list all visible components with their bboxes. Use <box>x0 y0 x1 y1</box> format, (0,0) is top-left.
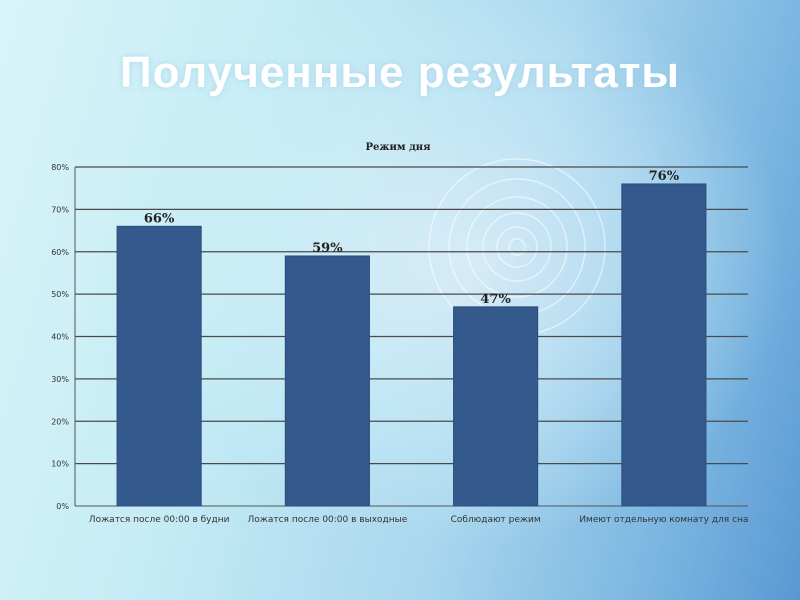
data-label: 59% <box>312 241 343 256</box>
bar <box>284 255 370 507</box>
x-axis-ticks: Ложатся после 00:00 в будни Ложатся после… <box>89 515 749 525</box>
x-tick-label: Имеют отдельную комнату для сна <box>579 515 748 525</box>
y-tick-label: 0% <box>56 502 69 511</box>
y-tick-label: 40% <box>51 333 69 342</box>
bar <box>116 225 202 507</box>
bar <box>453 306 539 507</box>
bars <box>116 183 707 507</box>
data-label: 66% <box>144 211 175 226</box>
bar <box>621 183 707 507</box>
slide-title: Полученные результаты <box>120 48 680 97</box>
y-tick-label: 70% <box>51 205 69 214</box>
y-tick-label: 10% <box>51 460 69 469</box>
background-ring <box>482 212 552 282</box>
data-label: 47% <box>480 292 511 307</box>
y-tick-label: 60% <box>51 248 69 257</box>
x-tick-label: Соблюдают режим <box>451 515 541 525</box>
x-tick-label: Ложатся после 00:00 в будни <box>89 515 230 525</box>
background-ring <box>508 238 526 256</box>
y-tick-label: 80% <box>51 163 69 172</box>
y-tick-label: 50% <box>51 290 69 299</box>
y-axis-ticks: 0% 10% 20% 30% 40% 50% 60% 70% 80% <box>51 163 69 511</box>
data-labels: 66% 59% 47% 76% <box>144 169 680 307</box>
y-tick-label: 30% <box>51 375 69 384</box>
chart-title: Режим дня <box>366 142 432 153</box>
x-tick-label: Ложатся после 00:00 в выходные <box>247 515 407 525</box>
background-ring <box>496 226 538 268</box>
data-label: 76% <box>649 169 680 184</box>
y-tick-label: 20% <box>51 417 69 426</box>
background-ring <box>466 196 568 298</box>
